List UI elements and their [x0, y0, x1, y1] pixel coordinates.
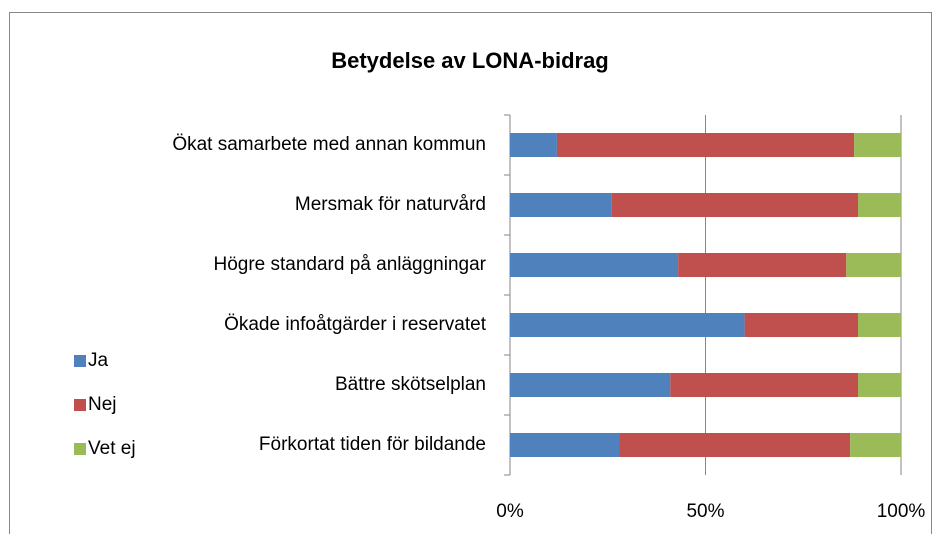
- bar-segment: [857, 193, 901, 217]
- x-tick-label: 0%: [496, 501, 524, 522]
- bar-segment: [619, 433, 851, 457]
- bar-segment: [556, 133, 855, 157]
- bar-segment: [857, 313, 901, 337]
- bar-segment: [846, 253, 901, 277]
- chart-title: Betydelse av LONA-bidrag: [331, 48, 609, 73]
- x-tick-label: 50%: [686, 501, 724, 522]
- bar-segment: [670, 373, 858, 397]
- bar-segment: [678, 253, 847, 277]
- legend-swatch: [74, 443, 86, 455]
- bar-segment: [510, 133, 557, 157]
- y-tick-label: Ökade infoåtgärder i reservatet: [224, 314, 487, 335]
- bar-segment: [854, 133, 901, 157]
- legend-label: Ja: [88, 350, 109, 371]
- legend-swatch: [74, 355, 86, 367]
- y-tick-label: Förkortat tiden för bildande: [259, 434, 486, 455]
- legend-label: Nej: [88, 394, 117, 415]
- y-tick-label: Ökat samarbete med annan kommun: [172, 134, 486, 155]
- y-tick-label: Bättre skötselplan: [335, 374, 486, 395]
- bar-segment: [510, 433, 620, 457]
- legend-swatch: [74, 399, 86, 411]
- bar-segment: [744, 313, 858, 337]
- x-tick-label: 100%: [877, 501, 926, 522]
- bar-segment: [611, 193, 858, 217]
- bar-segment: [850, 433, 901, 457]
- bar-segment: [510, 373, 671, 397]
- y-tick-label: Mersmak för naturvård: [295, 194, 486, 215]
- bar-segment: [510, 313, 745, 337]
- y-tick-label: Högre standard på anläggningar: [213, 254, 486, 275]
- bar-segment: [510, 253, 679, 277]
- bar-segment: [857, 373, 901, 397]
- bar-segment: [510, 193, 612, 217]
- legend-label: Vet ej: [88, 438, 136, 459]
